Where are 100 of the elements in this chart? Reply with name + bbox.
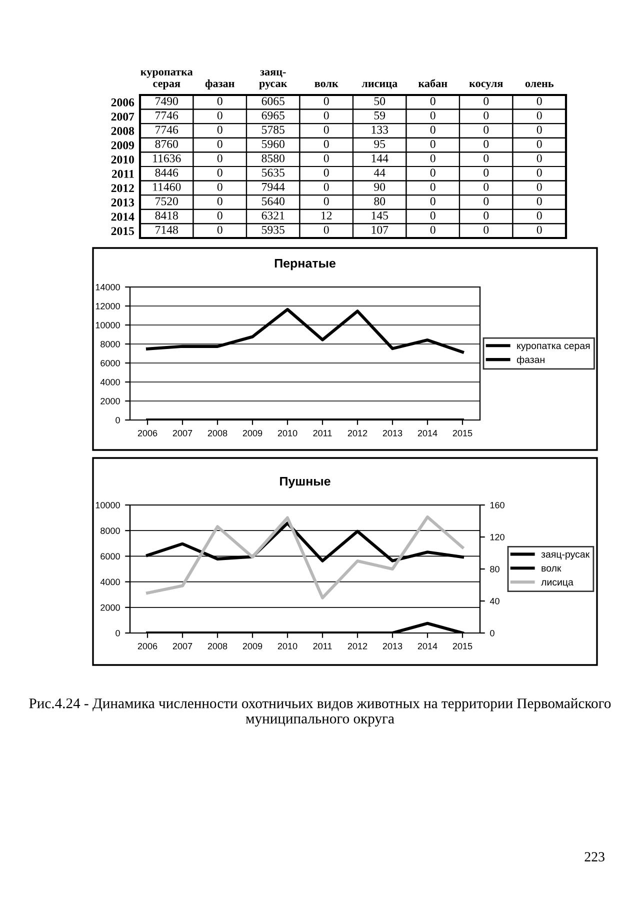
x-tick-label: 2006 [138, 430, 158, 436]
data-label: 0 [536, 97, 542, 106]
data-label: 0 [430, 226, 436, 234]
data-label: 0 [484, 126, 489, 134]
data-label: 0 [536, 154, 542, 162]
data-label: 7944 [262, 182, 285, 191]
text: 223 [584, 852, 604, 862]
chart-title: Пушные [280, 476, 330, 488]
data-label: 12 [322, 212, 332, 220]
legend-label: заяц-русак [541, 552, 590, 560]
data-label: 0 [430, 111, 436, 120]
data-label: 0 [217, 212, 222, 220]
y-tick-label: 2014 [111, 212, 134, 221]
data-label: 0 [217, 154, 222, 162]
data-label: 80 [374, 197, 386, 206]
data-label: 0 [217, 97, 222, 106]
data-label: 144 [372, 154, 388, 162]
data-label: 0 [217, 182, 222, 191]
x-tick-label: 2015 [452, 642, 472, 650]
y2-tick-label: 40 [490, 598, 500, 604]
data-label: 0 [484, 168, 489, 177]
data-label: 0 [430, 168, 436, 177]
data-label: 0 [324, 126, 329, 134]
data-label: 0 [217, 197, 222, 206]
data-label: 0 [536, 168, 542, 177]
x-tick-label: 2010 [278, 430, 298, 436]
y-tick-label: 4000 [100, 578, 120, 586]
y-tick-label: 8000 [100, 340, 120, 348]
data-label: 0 [430, 97, 436, 106]
legend-label: лисица [541, 580, 574, 588]
y-tick-label: 8000 [100, 528, 120, 534]
x-tick-label: 2006 [138, 642, 158, 650]
y2-tick-label: 0 [490, 630, 494, 636]
x-tick-label: волк [314, 82, 338, 88]
x-tick-label: 2012 [348, 642, 368, 650]
data-label: 0 [430, 182, 436, 191]
y-tick-label: 0 [116, 630, 120, 636]
legend-label: фазан [516, 356, 544, 365]
data-label: 145 [372, 212, 388, 220]
data-label: 0 [430, 126, 436, 134]
data-label: 0 [484, 97, 489, 106]
y-tick-label: 2000 [100, 398, 120, 404]
y-tick-label: 10000 [96, 322, 120, 328]
x-tick-label: 2008 [208, 642, 228, 650]
data-label: 0 [324, 197, 329, 206]
y-tick-label: 14000 [96, 284, 120, 290]
x-tick-label: 2012 [348, 430, 368, 436]
data-label: 0 [217, 226, 222, 234]
x-tick-label: 2015 [452, 430, 472, 436]
y2-tick-label: 120 [490, 534, 504, 540]
data-label: 0 [484, 154, 489, 162]
data-label: 0 [324, 182, 329, 191]
data-label: 90 [374, 182, 386, 191]
x-tick-label: 2011 [313, 642, 332, 650]
x-tick-label: 2011 [313, 430, 332, 436]
data-label: 0 [217, 140, 222, 148]
chart-title: Пернатые [274, 258, 336, 270]
data-label: 95 [374, 140, 386, 148]
y-tick-label: 10000 [96, 502, 120, 508]
x-tick-label: 2009 [242, 430, 262, 436]
data-label: 7520 [156, 197, 178, 206]
data-label: 0 [430, 212, 436, 220]
data-label: 0 [536, 182, 542, 191]
data-label: 7746 [156, 126, 178, 134]
y-tick-label: 2006 [111, 98, 134, 106]
data-label: 0 [536, 140, 542, 148]
x-tick-label: 2008 [208, 430, 228, 436]
y-tick-label: 0 [116, 416, 120, 424]
data-label: 5935 [262, 226, 284, 234]
x-tick-label: заяц-русак [259, 70, 288, 90]
y-tick-label: 2011 [112, 170, 134, 178]
x-tick-label: кабан [418, 79, 448, 88]
x-tick-label: 2007 [172, 430, 192, 436]
data-label: 8446 [155, 168, 178, 177]
data-label: 0 [324, 154, 329, 162]
data-label: 0 [484, 226, 489, 234]
data-label: 0 [484, 197, 489, 206]
data-label: 0 [536, 197, 542, 206]
y-tick-label: 2015 [111, 227, 134, 236]
y-tick-label: 6000 [100, 553, 120, 560]
x-tick-label: лисица [362, 82, 398, 90]
x-tick-label: 2007 [172, 642, 192, 650]
y-tick-label: 2008 [111, 126, 134, 135]
x-tick-label: олень [525, 82, 554, 88]
x-tick-label: фазан [205, 79, 234, 90]
legend-label: волк [542, 566, 562, 572]
data-label: 8760 [155, 140, 178, 148]
x-tick-label: 2014 [418, 430, 438, 436]
x-tick-label: 2010 [278, 642, 298, 650]
text: Рис.4.24 - Динамика численности охотничьих видов животных на территории Первомайского муниципального округа [29, 698, 611, 727]
data-label: 0 [217, 126, 222, 134]
data-label: 0 [217, 111, 222, 120]
y-tick-label: 2007 [111, 112, 134, 121]
data-label: 0 [324, 140, 329, 148]
data-label: 7746 [156, 111, 178, 120]
data-label: 5635 [262, 168, 284, 177]
data-label: 0 [536, 126, 542, 134]
data-label: 0 [430, 140, 436, 148]
data-label: 0 [430, 154, 436, 162]
data-label: 0 [484, 212, 489, 220]
